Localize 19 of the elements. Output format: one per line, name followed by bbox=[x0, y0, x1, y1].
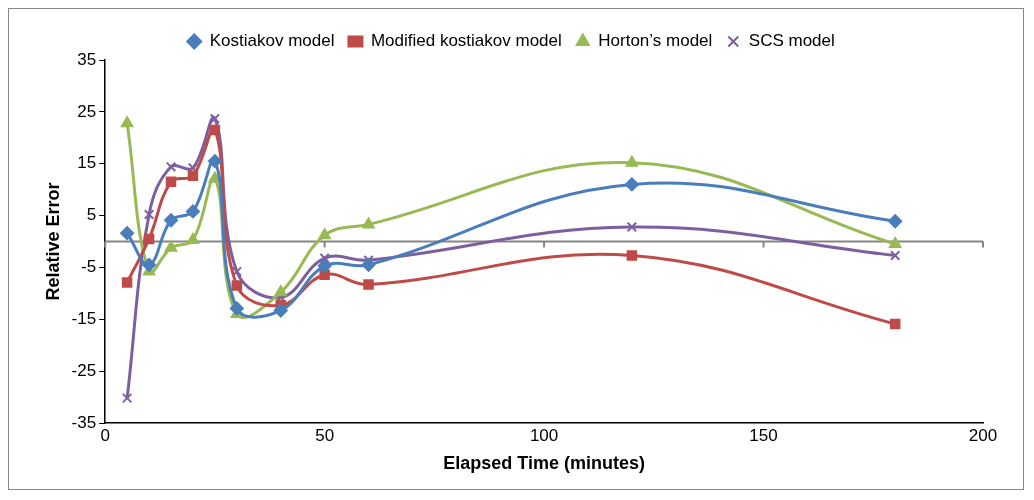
x-axis-title: Elapsed Time (minutes) bbox=[443, 453, 645, 474]
y-tick-label: 15 bbox=[77, 153, 97, 173]
x-tick-label: 150 bbox=[749, 425, 778, 445]
x-tick-label: 200 bbox=[968, 425, 998, 445]
y-tick-label: -35 bbox=[71, 412, 97, 432]
legend-label: Kostiakov model bbox=[209, 31, 335, 51]
x-tick-label: 100 bbox=[529, 425, 559, 445]
y-tick-label: 5 bbox=[86, 205, 97, 225]
x-tick-label: 50 bbox=[315, 425, 335, 445]
y-tick-label: 35 bbox=[77, 49, 97, 69]
legend-label: Horton’s model bbox=[598, 31, 713, 51]
x-tick-label: 0 bbox=[100, 425, 110, 445]
y-axis-title: Relative Error bbox=[42, 182, 63, 301]
y-tick-label: -5 bbox=[81, 257, 97, 277]
y-tick-label: -15 bbox=[71, 308, 97, 328]
legend-label: Modified kostiakov model bbox=[370, 31, 562, 51]
legend-label: SCS model bbox=[748, 31, 835, 51]
y-tick-label: 25 bbox=[77, 101, 97, 121]
y-tick-label: -25 bbox=[71, 360, 97, 380]
